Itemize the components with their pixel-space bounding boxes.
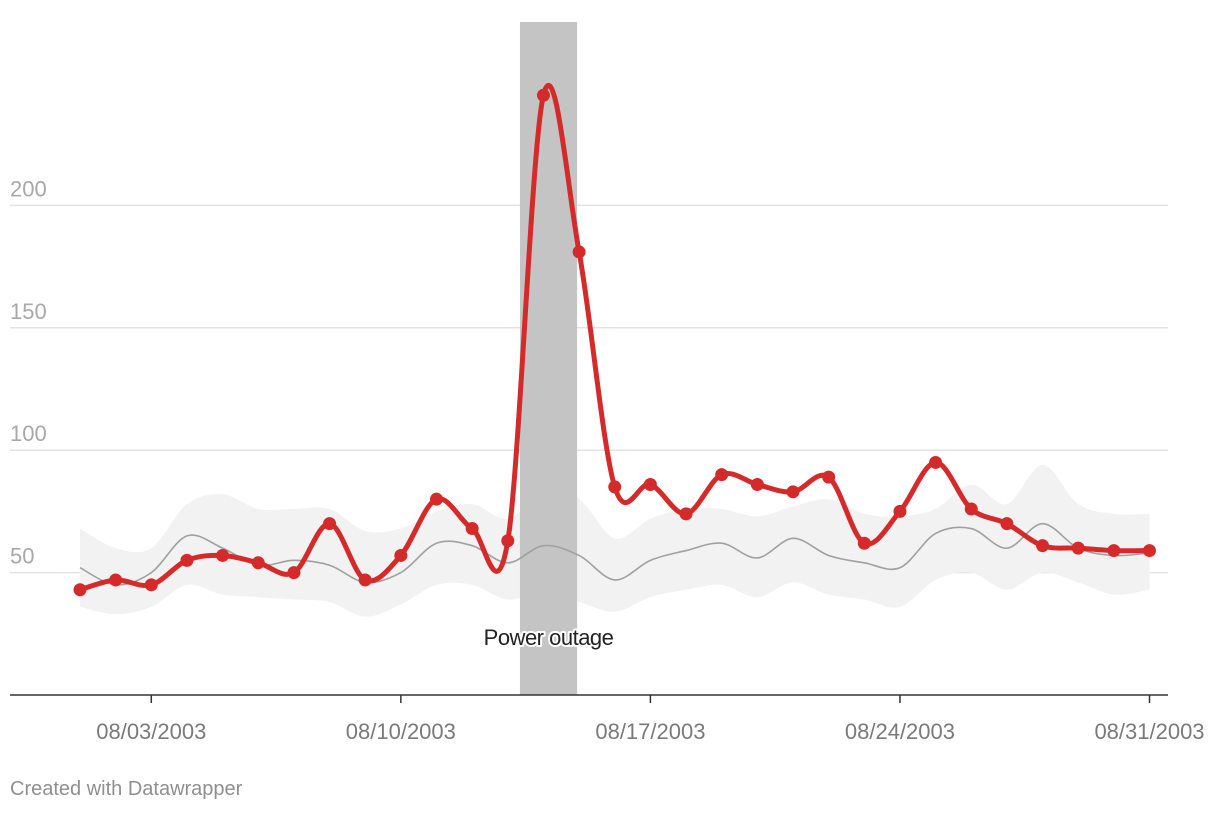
data-point <box>1000 517 1014 531</box>
power-outage-label: Power outage <box>484 625 614 650</box>
data-point <box>358 573 372 587</box>
data-point <box>465 522 479 536</box>
data-point <box>251 556 265 570</box>
range-band-layer <box>80 464 1150 617</box>
data-point <box>501 534 515 548</box>
data-point <box>786 485 800 499</box>
series-line-main <box>77 82 1152 593</box>
y-tick-label: 50 <box>10 544 34 569</box>
data-point <box>180 553 194 567</box>
data-point <box>572 245 586 259</box>
data-point <box>287 566 301 580</box>
data-point <box>715 468 729 482</box>
data-point <box>643 477 657 491</box>
x-tick-label: 08/17/2003 <box>595 719 705 744</box>
data-point <box>750 477 764 491</box>
data-point <box>1107 544 1121 558</box>
data-point <box>679 507 693 521</box>
x-tick-label: 08/31/2003 <box>1094 719 1204 744</box>
power-outage-highlight <box>519 22 578 695</box>
y-tick-label: 150 <box>10 299 47 324</box>
annotation-layer: Power outage <box>482 623 617 652</box>
x-tick-label: 08/03/2003 <box>96 719 206 744</box>
x-tick-label: 08/24/2003 <box>845 719 955 744</box>
data-point <box>73 583 87 597</box>
data-point <box>1143 544 1156 558</box>
data-point <box>430 492 443 506</box>
data-point <box>109 573 123 587</box>
data-point <box>144 578 158 592</box>
data-point <box>857 536 871 550</box>
data-point <box>893 504 907 518</box>
data-point <box>323 517 337 531</box>
series-layer <box>73 82 1156 597</box>
highlight-layer <box>519 22 578 695</box>
data-point <box>1036 539 1050 553</box>
range-band <box>80 464 1150 617</box>
data-point <box>608 480 622 494</box>
data-point <box>964 502 978 516</box>
data-point <box>929 455 943 469</box>
x-axis: 08/03/2003 08/10/2003 08/17/2003 08/24/2003… <box>10 694 1205 744</box>
y-tick-label: 200 <box>10 176 47 201</box>
data-point <box>1071 541 1085 555</box>
data-point <box>822 470 836 484</box>
data-point <box>394 548 408 562</box>
credit-text: Created with Datawrapper <box>10 778 243 800</box>
data-point <box>216 548 230 562</box>
data-point <box>536 88 550 102</box>
y-tick-label: 100 <box>10 421 47 446</box>
x-tick-label: 08/10/2003 <box>346 719 456 744</box>
